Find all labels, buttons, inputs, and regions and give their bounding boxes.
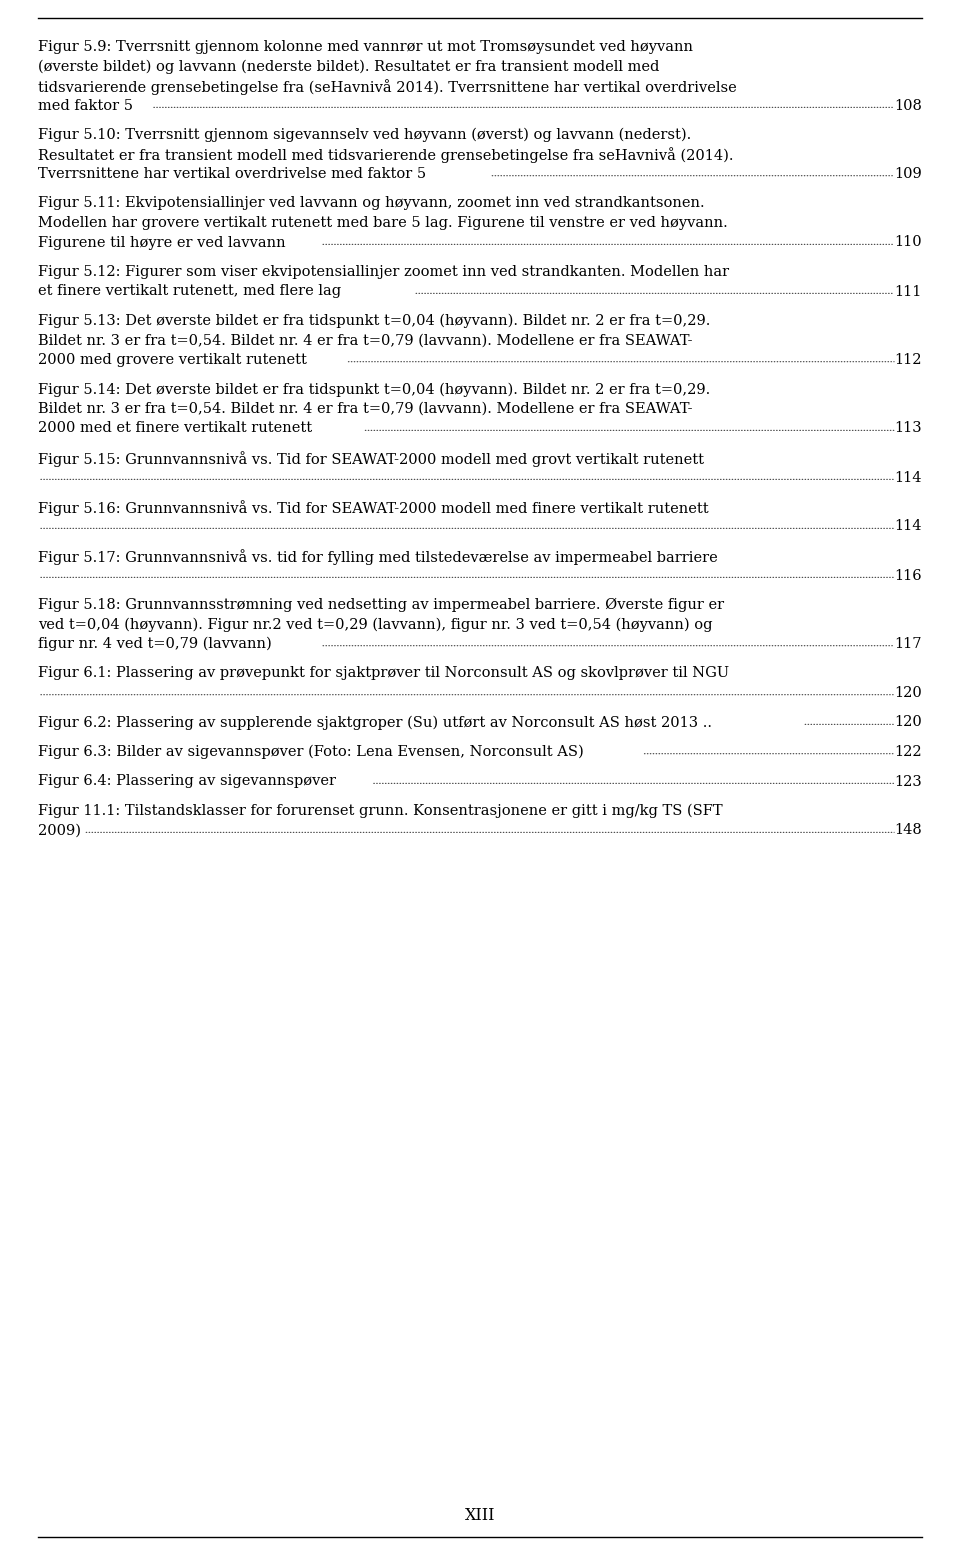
Text: Figur 5.12: Figurer som viser ekvipotensiallinjer zoomet inn ved strandkanten. M: Figur 5.12: Figurer som viser ekvipotens… bbox=[38, 264, 730, 278]
Text: Figur 5.17: Grunnvannsnivå vs. tid for fylling med tilstedeværelse av impermeabe: Figur 5.17: Grunnvannsnivå vs. tid for f… bbox=[38, 549, 718, 564]
Text: Figur 5.18: Grunnvannsstrømning ved nedsetting av impermeabel barriere. Øverste : Figur 5.18: Grunnvannsstrømning ved neds… bbox=[38, 599, 724, 613]
Text: XIII: XIII bbox=[465, 1507, 495, 1524]
Text: Bildet nr. 3 er fra t=0,54. Bildet nr. 4 er fra t=0,79 (lavvann). Modellene er f: Bildet nr. 3 er fra t=0,54. Bildet nr. 4… bbox=[38, 333, 692, 347]
Text: Tverrsnittene har vertikal overdrivelse med faktor 5: Tverrsnittene har vertikal overdrivelse … bbox=[38, 166, 431, 180]
Text: 148: 148 bbox=[895, 824, 922, 838]
Text: 117: 117 bbox=[895, 638, 922, 652]
Text: 114: 114 bbox=[895, 519, 922, 533]
Text: 110: 110 bbox=[895, 235, 922, 249]
Text: Figur 5.15: Grunnvannsnivå vs. Tid for SEAWAT-2000 modell med grovt vertikalt ru: Figur 5.15: Grunnvannsnivå vs. Tid for S… bbox=[38, 451, 704, 466]
Text: 2009): 2009) bbox=[38, 824, 81, 838]
Text: Figur 5.9: Tverrsnitt gjennom kolonne med vannrør ut mot Tromsøysundet ved høyva: Figur 5.9: Tverrsnitt gjennom kolonne me… bbox=[38, 40, 693, 54]
Text: figur nr. 4 ved t=0,79 (lavvann): figur nr. 4 ved t=0,79 (lavvann) bbox=[38, 638, 276, 652]
Text: ved t=0,04 (høyvann). Figur nr.2 ved t=0,29 (lavvann), figur nr. 3 ved t=0,54 (h: ved t=0,04 (høyvann). Figur nr.2 ved t=0… bbox=[38, 617, 712, 631]
Text: 114: 114 bbox=[895, 471, 922, 485]
Text: Figur 6.4: Plassering av sigevannspøver: Figur 6.4: Plassering av sigevannspøver bbox=[38, 774, 336, 788]
Text: Bildet nr. 3 er fra t=0,54. Bildet nr. 4 er fra t=0,79 (lavvann). Modellene er f: Bildet nr. 3 er fra t=0,54. Bildet nr. 4… bbox=[38, 403, 692, 417]
Text: 109: 109 bbox=[895, 166, 922, 180]
Text: Modellen har grovere vertikalt rutenett med bare 5 lag. Figurene til venstre er : Modellen har grovere vertikalt rutenett … bbox=[38, 216, 728, 230]
Text: Figur 5.11: Ekvipotensiallinjer ved lavvann og høyvann, zoomet inn ved strandkan: Figur 5.11: Ekvipotensiallinjer ved lavv… bbox=[38, 196, 705, 210]
Text: 113: 113 bbox=[895, 421, 922, 435]
Text: 112: 112 bbox=[895, 353, 922, 367]
Text: Resultatet er fra transient modell med tidsvarierende grensebetingelse fra seHav: Resultatet er fra transient modell med t… bbox=[38, 148, 733, 163]
Text: Figur 11.1: Tilstandsklasser for forurenset grunn. Konsentrasjonene er gitt i mg: Figur 11.1: Tilstandsklasser for foruren… bbox=[38, 804, 723, 818]
Text: 2000 med et finere vertikalt rutenett: 2000 med et finere vertikalt rutenett bbox=[38, 421, 317, 435]
Text: Figur 6.3: Bilder av sigevannspøver (Foto: Lena Evensen, Norconsult AS): Figur 6.3: Bilder av sigevannspøver (Fot… bbox=[38, 745, 584, 759]
Text: 111: 111 bbox=[895, 285, 922, 299]
Text: Figur 6.1: Plassering av prøvepunkt for sjaktprøver til Norconsult AS og skovlpr: Figur 6.1: Plassering av prøvepunkt for … bbox=[38, 667, 730, 681]
Text: 2000 med grovere vertikalt rutenett: 2000 med grovere vertikalt rutenett bbox=[38, 353, 311, 367]
Text: Figur 5.16: Grunnvannsnivå vs. Tid for SEAWAT-2000 modell med finere vertikalt r: Figur 5.16: Grunnvannsnivå vs. Tid for S… bbox=[38, 501, 708, 516]
Text: Figur 6.2: Plassering av supplerende sjaktgroper (Su) utført av Norconsult AS hø: Figur 6.2: Plassering av supplerende sja… bbox=[38, 715, 712, 729]
Text: 120: 120 bbox=[895, 715, 922, 729]
Text: (øverste bildet) og lavvann (nederste bildet). Resultatet er fra transient model: (øverste bildet) og lavvann (nederste bi… bbox=[38, 59, 660, 75]
Text: Figur 5.13: Det øverste bildet er fra tidspunkt t=0,04 (høyvann). Bildet nr. 2 e: Figur 5.13: Det øverste bildet er fra ti… bbox=[38, 314, 710, 328]
Text: Figurene til høyre er ved lavvann: Figurene til høyre er ved lavvann bbox=[38, 235, 286, 249]
Text: Figur 5.10: Tverrsnitt gjennom sigevannselv ved høyvann (øverst) og lavvann (ned: Figur 5.10: Tverrsnitt gjennom sigevanns… bbox=[38, 128, 691, 143]
Text: 116: 116 bbox=[895, 569, 922, 583]
Text: 108: 108 bbox=[894, 98, 922, 112]
Text: Figur 5.14: Det øverste bildet er fra tidspunkt t=0,04 (høyvann). Bildet nr. 2 e: Figur 5.14: Det øverste bildet er fra ti… bbox=[38, 383, 710, 397]
Text: 122: 122 bbox=[895, 745, 922, 759]
Text: 120: 120 bbox=[895, 686, 922, 700]
Text: et finere vertikalt rutenett, med flere lag: et finere vertikalt rutenett, med flere … bbox=[38, 285, 346, 299]
Text: 123: 123 bbox=[895, 774, 922, 788]
Text: tidsvarierende grensebetingelse fra (seHavnivå 2014). Tverrsnittene har vertikal: tidsvarierende grensebetingelse fra (seH… bbox=[38, 79, 736, 95]
Text: med faktor 5: med faktor 5 bbox=[38, 98, 137, 112]
